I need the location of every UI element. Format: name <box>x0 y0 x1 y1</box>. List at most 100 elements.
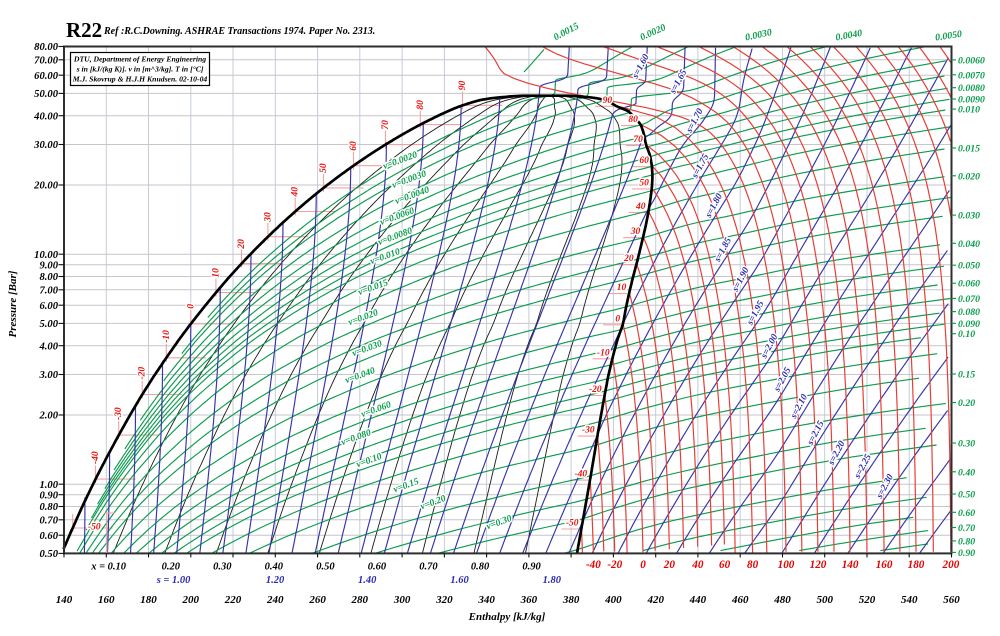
svg-text:540: 540 <box>901 594 918 606</box>
svg-text:60: 60 <box>719 559 731 571</box>
svg-text:1.40: 1.40 <box>358 575 377 586</box>
svg-text:0.0080: 0.0080 <box>958 83 985 94</box>
svg-text:0.80: 0.80 <box>958 536 975 547</box>
svg-text:-30: -30 <box>114 407 124 420</box>
svg-text:20: 20 <box>237 239 247 250</box>
svg-text:0.0090: 0.0090 <box>958 95 985 106</box>
svg-text:500: 500 <box>816 594 833 606</box>
svg-text:1.80: 1.80 <box>543 575 562 586</box>
svg-text:20: 20 <box>663 559 676 571</box>
svg-text:6.00: 6.00 <box>39 301 58 312</box>
svg-text:80: 80 <box>628 115 638 125</box>
svg-text:140: 140 <box>56 594 73 606</box>
svg-text:1.60: 1.60 <box>450 575 469 586</box>
svg-text:480: 480 <box>773 594 791 606</box>
svg-text:1.00: 1.00 <box>39 480 58 491</box>
svg-text:70: 70 <box>633 135 643 145</box>
svg-text:0.90: 0.90 <box>958 548 975 559</box>
svg-text:0.30: 0.30 <box>958 439 975 450</box>
svg-text:140: 140 <box>842 559 859 571</box>
svg-text:DTU, Department of Energy Eng: DTU, Department of Energy Engineering <box>73 55 206 64</box>
svg-text:Ref :R.C.Downing. ASHRAE Trans: Ref :R.C.Downing. ASHRAE Transactions 19… <box>103 26 375 37</box>
svg-text:30: 30 <box>263 212 273 223</box>
svg-text:0: 0 <box>186 304 196 309</box>
svg-text:R22: R22 <box>66 18 102 42</box>
svg-text:Enthalpy [kJ/kg]: Enthalpy [kJ/kg] <box>468 611 546 623</box>
svg-text:0.30: 0.30 <box>213 562 232 573</box>
svg-text:100: 100 <box>778 559 795 571</box>
svg-text:0.60: 0.60 <box>368 562 387 573</box>
svg-text:40: 40 <box>291 187 301 198</box>
svg-text:50.00: 50.00 <box>34 89 59 100</box>
svg-text:200: 200 <box>182 594 200 606</box>
svg-text:320: 320 <box>435 594 453 606</box>
svg-text:0.90: 0.90 <box>39 490 58 501</box>
svg-text:420: 420 <box>646 594 664 606</box>
svg-text:0.020: 0.020 <box>958 171 980 182</box>
svg-text:380: 380 <box>562 594 580 606</box>
svg-text:-40: -40 <box>91 451 101 464</box>
svg-text:60.00: 60.00 <box>34 71 59 82</box>
svg-text:0.060: 0.060 <box>958 279 980 290</box>
svg-text:200: 200 <box>942 559 960 571</box>
svg-text:10: 10 <box>617 283 627 293</box>
svg-text:0.10: 0.10 <box>958 329 975 340</box>
svg-text:80: 80 <box>747 559 759 571</box>
svg-text:40.00: 40.00 <box>33 111 59 122</box>
svg-text:0.080: 0.080 <box>958 307 980 318</box>
svg-text:0.20: 0.20 <box>162 562 181 573</box>
svg-text:0.050: 0.050 <box>958 261 980 272</box>
svg-text:50: 50 <box>639 178 649 188</box>
svg-text:440: 440 <box>689 594 707 606</box>
svg-text:0.60: 0.60 <box>39 531 58 542</box>
svg-text:0.50: 0.50 <box>958 490 975 501</box>
svg-text:260: 260 <box>308 594 326 606</box>
svg-text:0: 0 <box>615 314 620 324</box>
svg-text:M.J. Skovrup & H.J.H Knudsen.: M.J. Skovrup & H.J.H Knudsen. 02-10-04 <box>72 75 208 84</box>
svg-text:60: 60 <box>349 141 359 151</box>
svg-text:-30: -30 <box>582 426 595 436</box>
svg-text:10.00: 10.00 <box>34 250 59 261</box>
svg-text:90: 90 <box>458 81 468 91</box>
svg-text:4.00: 4.00 <box>38 341 58 352</box>
svg-text:-20: -20 <box>138 367 148 380</box>
svg-text:460: 460 <box>731 594 749 606</box>
svg-text:s = 1.00: s = 1.00 <box>156 575 191 586</box>
svg-text:50: 50 <box>319 163 329 173</box>
svg-text:Pressure [Bar]: Pressure [Bar] <box>7 270 19 337</box>
svg-text:300: 300 <box>393 594 411 606</box>
svg-text:180: 180 <box>140 594 157 606</box>
svg-text:0.60: 0.60 <box>958 508 975 519</box>
svg-text:20: 20 <box>623 254 634 264</box>
svg-text:340: 340 <box>477 594 495 606</box>
svg-text:0.15: 0.15 <box>958 370 975 381</box>
svg-text:80.00: 80.00 <box>34 42 59 53</box>
svg-text:-40: -40 <box>586 559 601 571</box>
svg-text:x = 0.10: x = 0.10 <box>90 562 127 573</box>
svg-text:280: 280 <box>351 594 369 606</box>
svg-text:1.20: 1.20 <box>266 575 285 586</box>
svg-text:-20: -20 <box>607 559 622 571</box>
svg-text:0: 0 <box>640 559 646 571</box>
svg-text:40: 40 <box>691 559 704 571</box>
svg-text:-10: -10 <box>597 348 610 358</box>
svg-text:60: 60 <box>639 156 649 166</box>
svg-text:0.040: 0.040 <box>958 239 980 250</box>
svg-text:-20: -20 <box>589 385 602 395</box>
svg-text:0.80: 0.80 <box>471 562 490 573</box>
svg-text:0.090: 0.090 <box>958 319 980 330</box>
svg-text:520: 520 <box>859 594 876 606</box>
svg-text:0.70: 0.70 <box>958 523 975 534</box>
svg-text:8.00: 8.00 <box>39 272 58 283</box>
svg-text:80: 80 <box>416 100 426 110</box>
svg-text:s in [kJ/(kg K)]. v in [m^3/kg: s in [kJ/(kg K)]. v in [m^3/kg]. T in [°… <box>76 65 204 74</box>
svg-text:0.030: 0.030 <box>958 211 980 222</box>
svg-text:-50: -50 <box>566 519 579 529</box>
svg-text:0.70: 0.70 <box>39 515 58 526</box>
svg-text:0.70: 0.70 <box>419 562 438 573</box>
svg-text:0.40: 0.40 <box>958 467 975 478</box>
svg-text:3.00: 3.00 <box>38 370 58 381</box>
svg-text:0.20: 0.20 <box>958 398 975 409</box>
svg-text:400: 400 <box>604 594 622 606</box>
svg-text:0.070: 0.070 <box>958 294 980 305</box>
